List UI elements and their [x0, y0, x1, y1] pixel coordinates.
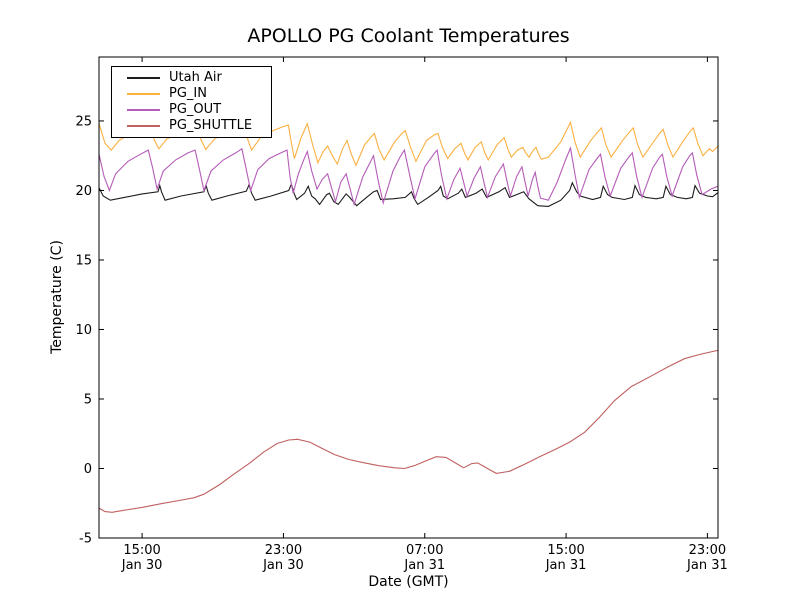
legend-entry-pg-out: PG_OUT — [127, 102, 271, 118]
y-axis-label: Temperature (C) — [49, 240, 65, 354]
legend-line-pg-out — [127, 109, 160, 111]
y-tick-label: 15 — [75, 253, 92, 268]
legend-line-utah-air — [127, 77, 160, 79]
legend-label: Utah Air — [169, 70, 222, 85]
legend-entry-pg-shuttle: PG_SHUTTLE — [127, 118, 271, 134]
y-tick-label: 10 — [75, 323, 92, 338]
axes-border — [98, 56, 719, 539]
x-tick-label-time: 07:00 — [406, 543, 443, 558]
legend-label: PG_IN — [169, 86, 207, 101]
y-tick-label: 25 — [75, 114, 92, 129]
series-line-pg-shuttle — [99, 349, 718, 513]
x-tick-label-time: 23:00 — [265, 543, 302, 558]
x-tick-label-date: Jan 31 — [403, 558, 445, 573]
x-tick-label-time: 23:00 — [689, 543, 726, 558]
legend-label: PG_OUT — [169, 102, 222, 117]
x-axis-label: Date (GMT) — [368, 574, 449, 590]
x-tick-label-date: Jan 31 — [686, 558, 728, 573]
legend-entry-utah-air: Utah Air — [127, 70, 271, 86]
legend-label: PG_SHUTTLE — [169, 118, 253, 133]
legend-line-pg-in — [127, 93, 160, 95]
x-tick-label-time: 15:00 — [123, 543, 160, 558]
legend-box: Utah Air PG_IN PG_OUT PG_SHUTTLE — [111, 66, 272, 138]
y-tick-label: 5 — [84, 392, 92, 407]
chart-title: APOLLO PG Coolant Temperatures — [247, 25, 570, 47]
x-tick-label-date: Jan 30 — [262, 558, 304, 573]
legend-line-pg-shuttle — [127, 125, 160, 127]
y-tick-label: -5 — [79, 532, 92, 547]
x-tick-label-time: 15:00 — [547, 543, 584, 558]
series-line-utah-air — [99, 181, 718, 207]
y-tick-label: 20 — [75, 184, 92, 199]
x-tick-label-date: Jan 30 — [121, 558, 163, 573]
series-line-pg-out — [99, 146, 718, 207]
y-tick-label: 0 — [84, 462, 92, 477]
legend-entry-pg-in: PG_IN — [127, 86, 271, 102]
x-tick-label-date: Jan 31 — [545, 558, 587, 573]
